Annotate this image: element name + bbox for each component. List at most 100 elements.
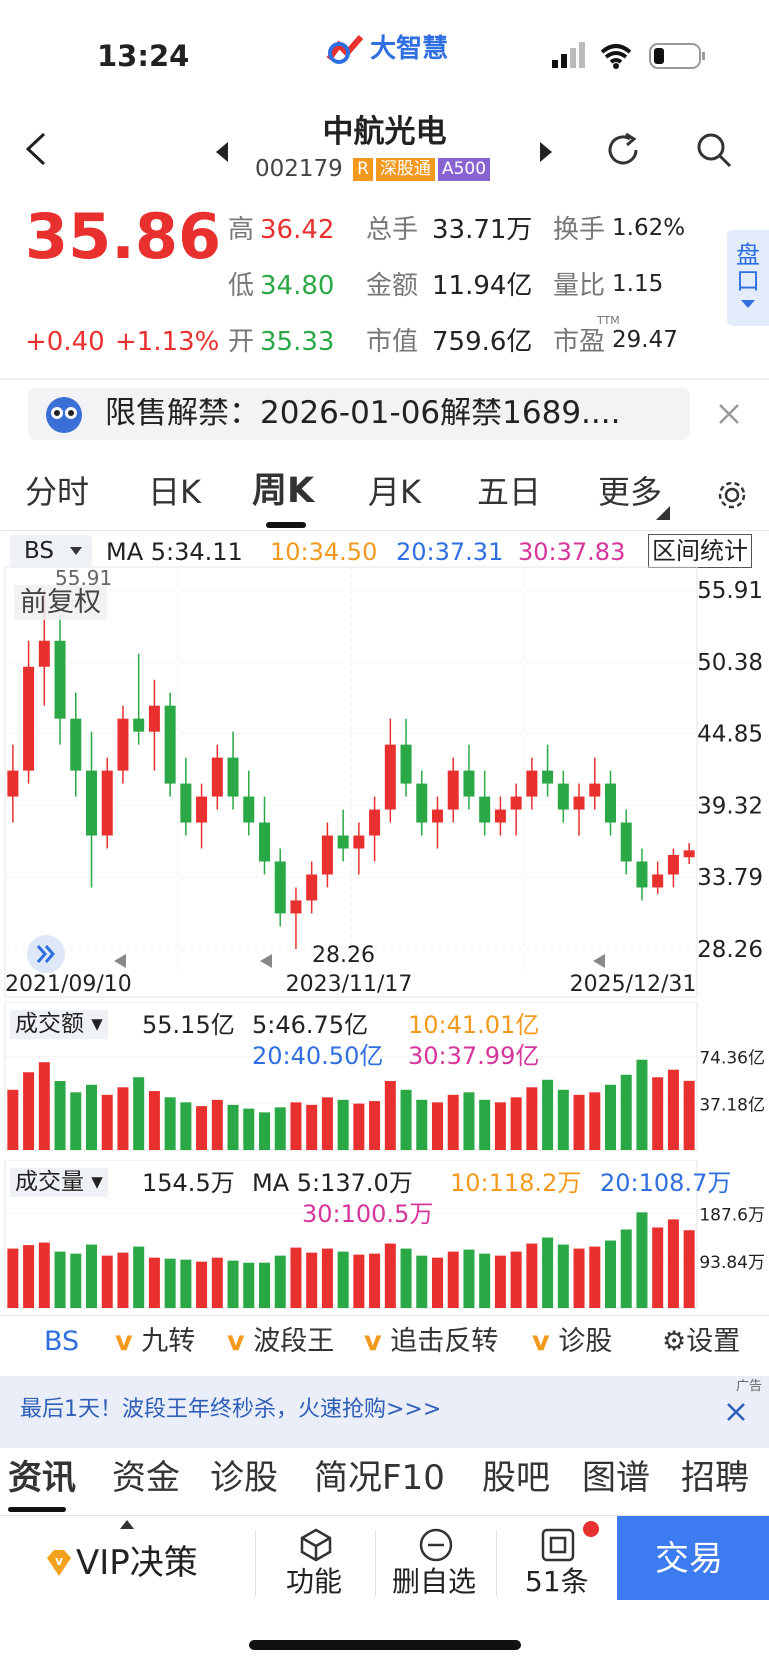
bar	[589, 1092, 601, 1150]
amount-ma20: 20:40.50亿	[252, 1042, 384, 1070]
volume-chart: 187.6万 93.84万	[4, 1160, 765, 1309]
prev-stock[interactable]	[216, 142, 230, 162]
bar	[557, 1244, 569, 1308]
news-tab[interactable]: 诊股	[210, 1458, 278, 1498]
remove-watchlist[interactable]: 删自选	[392, 1565, 477, 1598]
candle-body	[23, 666, 35, 771]
bar	[384, 1081, 396, 1150]
period-tab[interactable]: 周K	[252, 471, 315, 511]
volume-ma5: MA 5:137.0万	[252, 1169, 413, 1197]
close-ad[interactable]	[726, 1402, 746, 1422]
refresh-button[interactable]	[604, 130, 644, 170]
bar	[38, 1062, 50, 1150]
news-tab[interactable]: 简况F10	[314, 1458, 445, 1498]
indicator[interactable]: BS	[44, 1326, 80, 1357]
expand-button[interactable]	[26, 934, 66, 974]
bar	[494, 1255, 506, 1308]
bar	[70, 1092, 82, 1150]
indicator-settings[interactable]: ⚙设置	[658, 1328, 741, 1355]
candle-body	[148, 705, 160, 732]
candle-body	[353, 835, 365, 849]
ma5: MA 5:34.11	[106, 538, 243, 566]
bar	[447, 1094, 459, 1150]
stat-value: 11.94亿	[432, 271, 533, 301]
badge: 深股通	[375, 158, 435, 181]
bar	[180, 1102, 192, 1150]
bar	[557, 1089, 569, 1150]
range-stats[interactable]: 区间统计	[648, 534, 752, 568]
news-tab[interactable]: 资讯	[8, 1458, 76, 1498]
indicator[interactable]: v 波段王	[227, 1326, 335, 1357]
period-tab[interactable]: 月K	[368, 473, 421, 511]
stock-code: 002179	[255, 156, 343, 182]
function-button[interactable]: 功能	[286, 1565, 343, 1598]
logo-icon	[326, 35, 364, 64]
bar	[510, 1251, 522, 1308]
candle-body	[636, 861, 648, 888]
period-tab[interactable]: 日K	[148, 473, 201, 511]
period-tab[interactable]: 更多	[598, 473, 663, 511]
vip[interactable]: VIP决策	[76, 1543, 198, 1583]
side-tab[interactable]: 盘口	[727, 230, 769, 326]
bar	[133, 1246, 145, 1308]
indicator[interactable]: v 诊股	[532, 1326, 613, 1357]
settings-button[interactable]	[716, 479, 748, 511]
messages[interactable]: 51条	[525, 1565, 589, 1598]
trade-label: 交易	[655, 1539, 723, 1579]
min-annotation: 28.26	[312, 943, 375, 968]
candle-body	[683, 850, 695, 858]
bar	[479, 1099, 491, 1150]
bar	[683, 1080, 695, 1150]
indicator[interactable]: v 追击反转	[364, 1326, 499, 1357]
candle-body	[369, 809, 381, 836]
bar	[85, 1244, 98, 1308]
bar	[526, 1243, 538, 1308]
ad-bar[interactable]	[0, 1376, 769, 1448]
bar	[227, 1260, 239, 1308]
news-tab[interactable]: 招聘	[681, 1458, 749, 1498]
notice-box[interactable]	[28, 388, 690, 440]
stat-value: 34.80	[260, 271, 335, 301]
remove-icon	[419, 1528, 453, 1562]
news-tab[interactable]: 股吧	[482, 1458, 550, 1498]
candle-body	[620, 822, 632, 862]
candle-body	[542, 770, 554, 784]
candle-body	[274, 861, 286, 914]
trade-button[interactable]	[617, 1516, 769, 1600]
news-tab[interactable]: 图谱	[582, 1458, 650, 1498]
bar	[353, 1103, 365, 1150]
period-tab[interactable]: 分时	[25, 473, 90, 511]
candle-body	[258, 822, 271, 862]
search-button[interactable]	[694, 130, 734, 170]
bar	[667, 1069, 679, 1150]
adjust-label[interactable]: 前复权	[14, 585, 107, 620]
indicator[interactable]: v 九转	[115, 1326, 196, 1357]
bar	[243, 1108, 255, 1150]
divider	[0, 530, 769, 531]
divider	[0, 378, 769, 380]
news-tab[interactable]: 资金	[112, 1458, 180, 1498]
candle-body	[652, 874, 664, 888]
app-name: 大智慧	[370, 34, 449, 64]
bar	[337, 1099, 349, 1150]
bar	[196, 1261, 208, 1308]
y-tick-label: 33.79	[697, 865, 763, 891]
bar	[416, 1255, 428, 1308]
volume-label-text: 成交量	[15, 1169, 84, 1195]
bar	[542, 1237, 554, 1308]
bar	[133, 1077, 145, 1150]
amount-label[interactable]: 成交额 ▾	[10, 1010, 108, 1039]
y-tick-label: 74.36亿	[699, 1049, 765, 1069]
candle-body	[101, 770, 113, 836]
candle-body	[54, 640, 66, 719]
indicator-label: 九转	[141, 1326, 196, 1357]
side-tab-label: 盘口	[736, 241, 760, 296]
stat-value: 29.47	[612, 327, 678, 353]
volume-label[interactable]: 成交量 ▾	[10, 1168, 108, 1197]
next-stock[interactable]	[538, 142, 552, 162]
price-chart: 55.9150.3844.8539.3233.7928.2655.9128.26…	[4, 566, 763, 998]
period-tab[interactable]: 五日	[477, 473, 542, 511]
back-button[interactable]	[24, 132, 48, 166]
close-notice[interactable]	[718, 403, 740, 425]
volume-ma20: 20:108.7万	[600, 1169, 732, 1197]
